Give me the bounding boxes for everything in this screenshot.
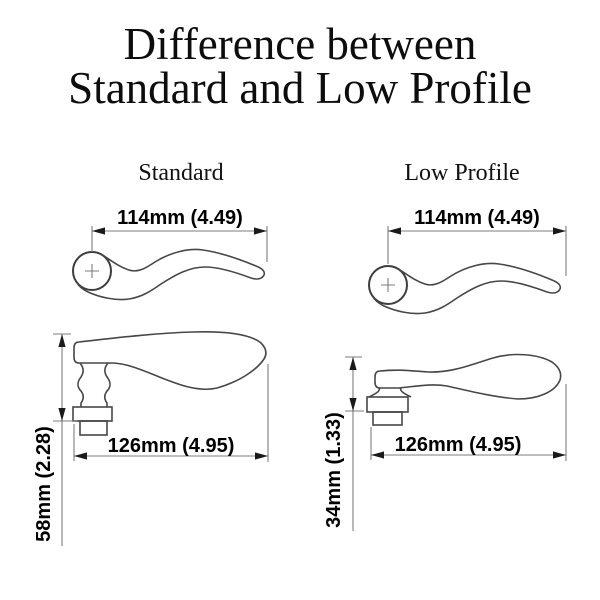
standard-heading: Standard bbox=[138, 160, 223, 186]
low-profile-heading: Low Profile bbox=[404, 160, 519, 186]
arrow-down-icon bbox=[58, 408, 66, 421]
low-profile-length-dimension: 126mm (4.95) bbox=[370, 384, 567, 461]
standard-height-dimension: 58mm (2.28) bbox=[33, 333, 77, 546]
standard-lever-side-outline bbox=[73, 331, 267, 390]
low-profile-top-width-dimension: 114mm (4.49) bbox=[387, 207, 567, 276]
standard-top-width-label: 114mm (4.49) bbox=[117, 207, 243, 229]
arrow-right-icon bbox=[553, 227, 566, 235]
arrow-right-icon bbox=[254, 227, 267, 235]
low-profile-lever-side-outline bbox=[374, 353, 562, 400]
standard-spindle-right-edge bbox=[103, 362, 111, 407]
page-title-line-2: Standard and Low Profile bbox=[68, 63, 532, 113]
low-profile-neck-right-edge bbox=[399, 387, 412, 398]
standard-top-width-dimension: 114mm (4.49) bbox=[91, 207, 268, 262]
arrow-up-icon bbox=[349, 357, 357, 370]
standard-base bbox=[79, 420, 108, 436]
standard-height-label: 58mm (2.28) bbox=[33, 426, 55, 542]
arrow-left-icon bbox=[388, 227, 401, 235]
arrow-left-icon bbox=[74, 452, 87, 460]
standard-length-label: 126mm (4.95) bbox=[108, 435, 235, 457]
arrow-left-icon bbox=[371, 451, 384, 459]
low-profile-length-label: 126mm (4.95) bbox=[395, 434, 522, 456]
low-profile-top-width-label: 114mm (4.49) bbox=[414, 207, 540, 229]
standard-top-handle bbox=[72, 248, 266, 301]
low-profile-height-label: 34mm (1.33) bbox=[323, 412, 345, 528]
low-profile-collar bbox=[366, 396, 409, 413]
low-profile-top-handle bbox=[368, 262, 562, 315]
page-title-line-1: Difference between bbox=[124, 19, 477, 69]
low-profile-height-dimension: 34mm (1.33) bbox=[323, 356, 364, 531]
low-profile-top-view: 114mm (4.49) bbox=[368, 207, 567, 315]
standard-top-view: 114mm (4.49) bbox=[72, 207, 268, 301]
standard-collar bbox=[72, 406, 113, 422]
arrow-down-icon bbox=[349, 398, 357, 411]
arrow-up-icon bbox=[58, 334, 66, 347]
standard-side-view: 58mm (2.28) 126mm (4.95) bbox=[33, 331, 269, 546]
arrow-left-icon bbox=[92, 227, 105, 235]
arrow-right-icon bbox=[553, 451, 566, 459]
low-profile-base bbox=[372, 411, 403, 426]
low-profile-side-view: 34mm (1.33) 126mm (4.95) bbox=[323, 353, 567, 531]
arrow-right-icon bbox=[255, 452, 268, 460]
standard-spindle-left-edge bbox=[77, 362, 85, 407]
low-profile-neck-left-edge bbox=[368, 387, 381, 398]
standard-length-dimension: 126mm (4.95) bbox=[73, 364, 269, 462]
